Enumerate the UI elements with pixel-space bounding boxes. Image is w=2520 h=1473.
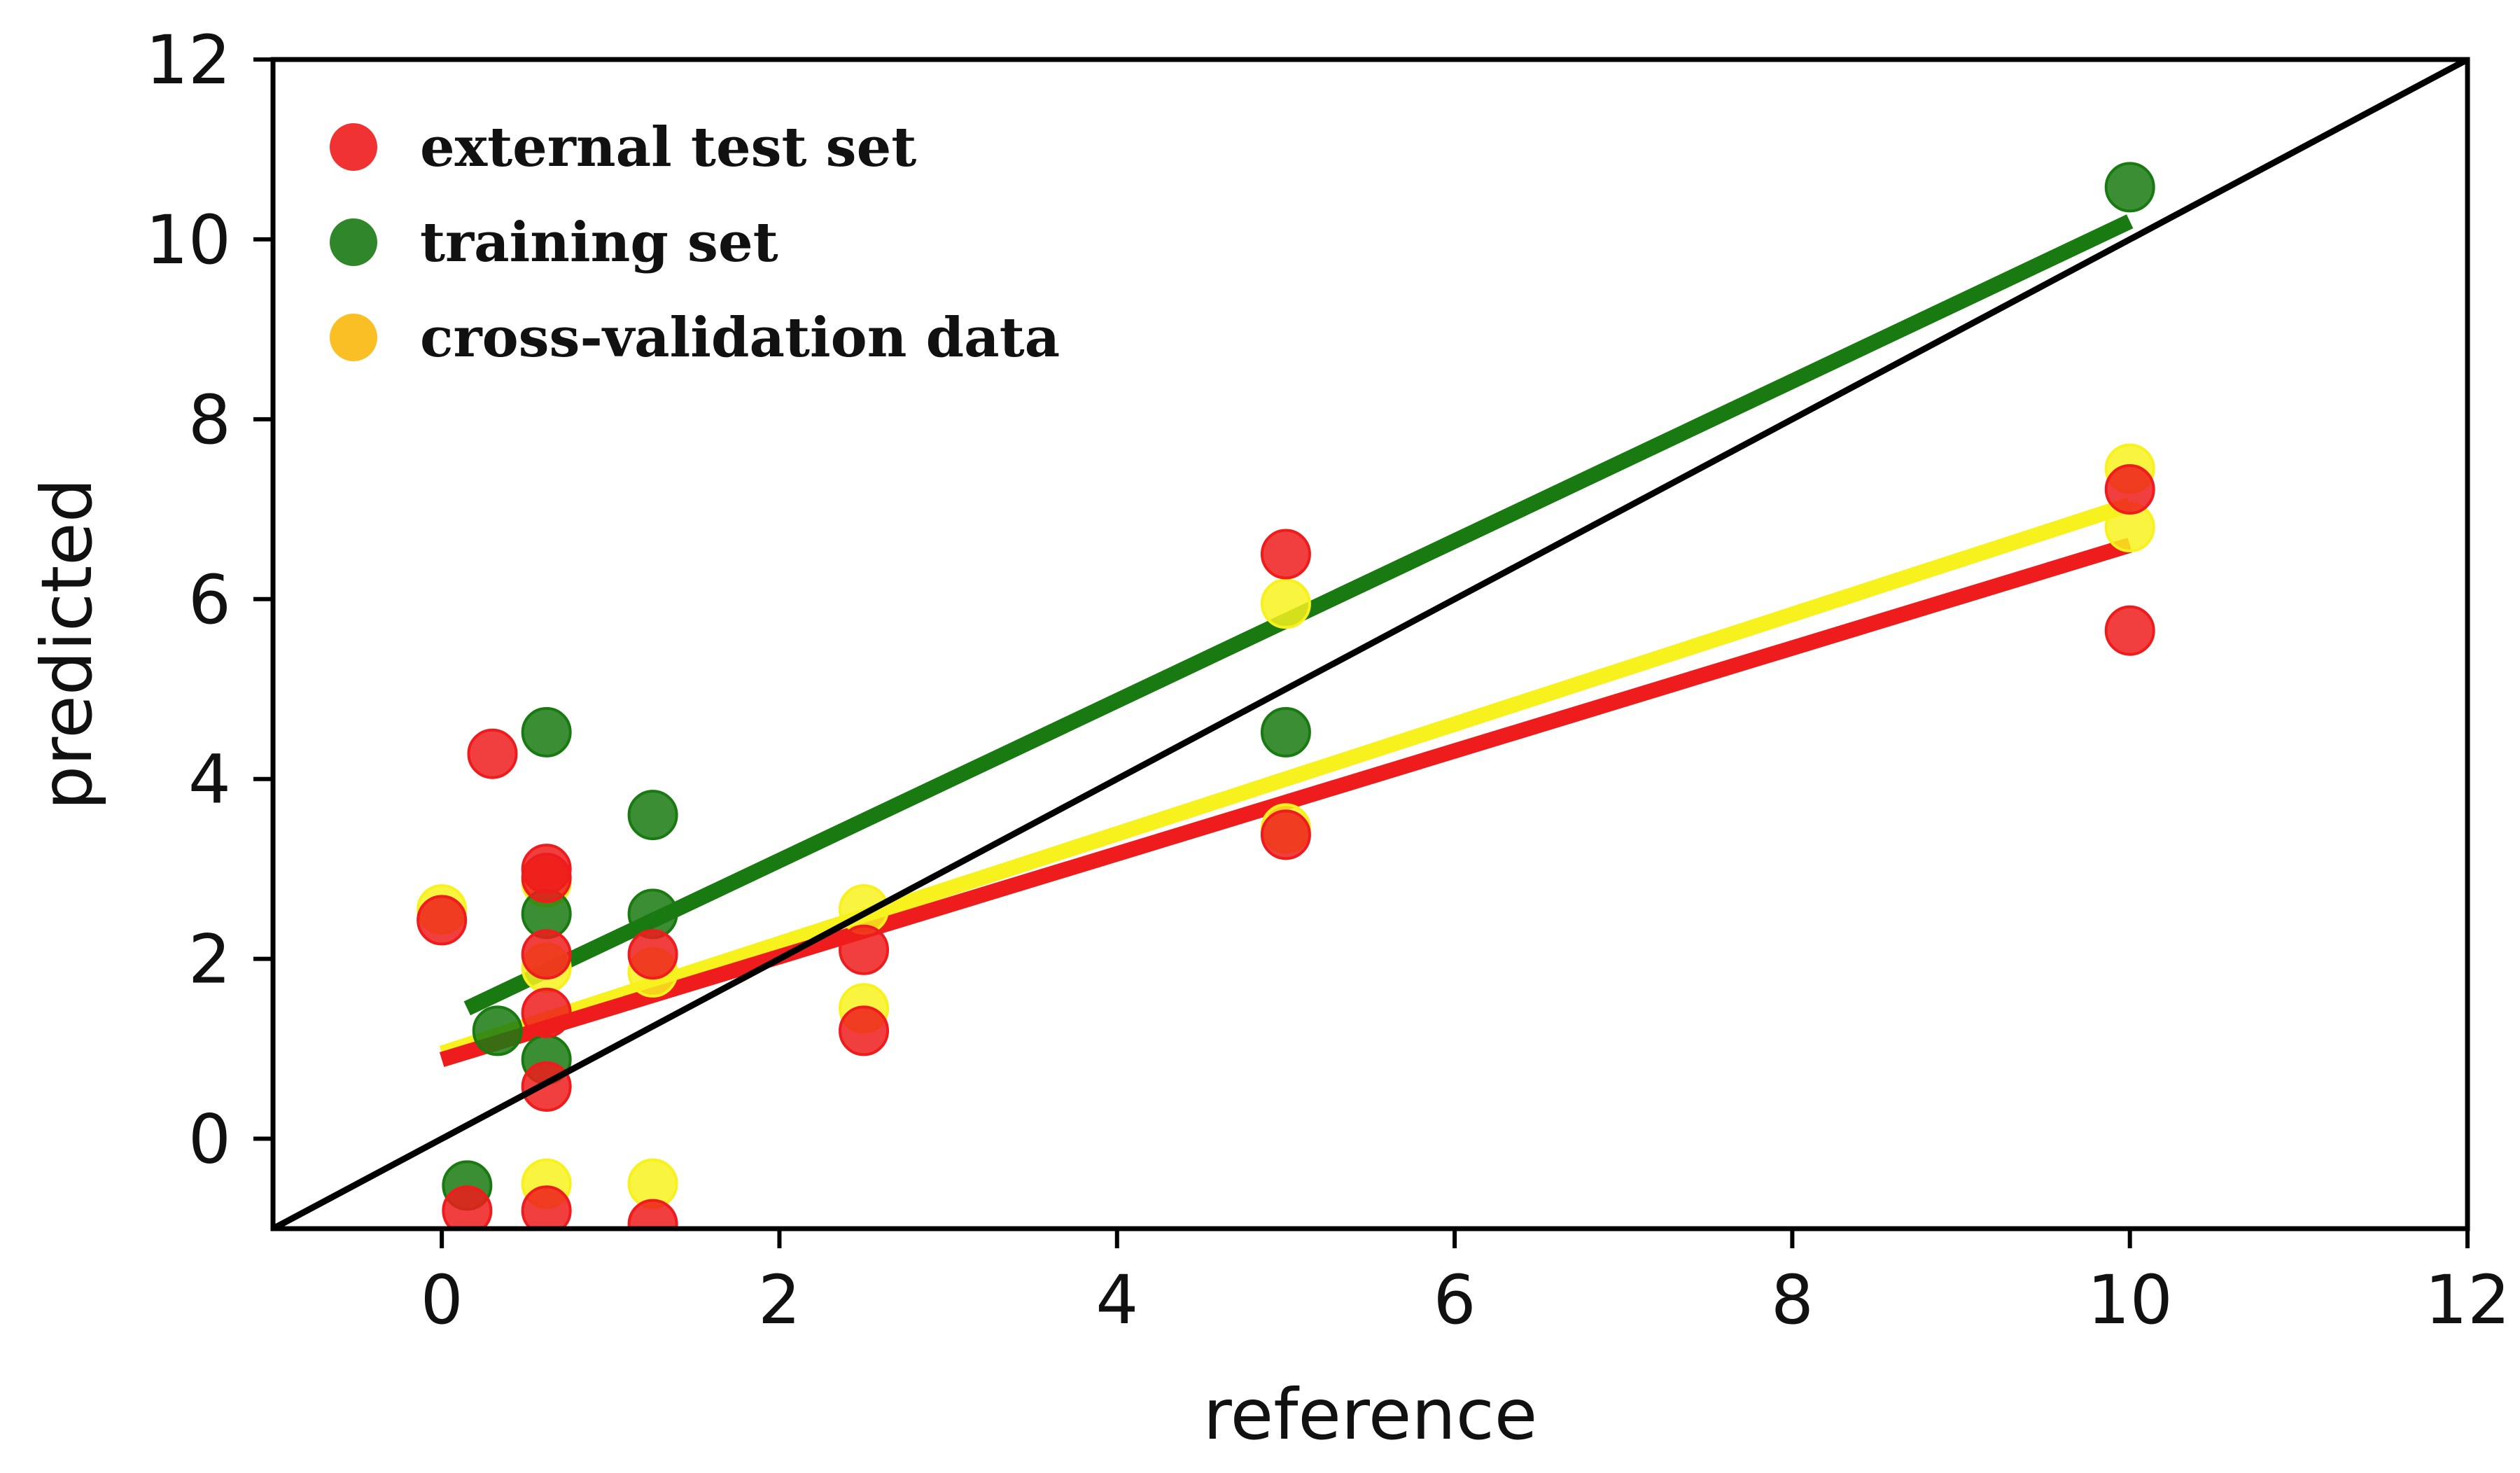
- external-point: [521, 853, 572, 903]
- y-tick-label: 0: [188, 1101, 231, 1179]
- external-point: [839, 924, 890, 975]
- crossval-point: [1260, 578, 1311, 629]
- x-tick-label: 4: [1096, 1261, 1138, 1339]
- y-axis-ticks: 0 2 4 6 8 10 12: [146, 21, 273, 1179]
- y-tick-label: 10: [146, 201, 231, 279]
- external-point: [521, 987, 572, 1038]
- y-tick-label: 4: [188, 741, 231, 819]
- external-fit-line: [439, 538, 2132, 1068]
- training-point: [2104, 162, 2155, 213]
- external-point: [1260, 529, 1311, 580]
- x-tick-label: 2: [758, 1261, 801, 1339]
- external-point: [627, 929, 678, 980]
- external-legend-label: external test set: [420, 116, 916, 179]
- identity-line: [273, 60, 2468, 1229]
- x-tick-label: 6: [1434, 1261, 1476, 1339]
- legend: external test set training set cross-valid…: [330, 116, 1060, 370]
- crossval-fit-line: [439, 497, 2133, 1061]
- y-tick-label: 6: [188, 561, 231, 639]
- y-tick-label: 8: [188, 381, 231, 459]
- crossval-legend-marker: [330, 314, 377, 361]
- data-points: [416, 162, 2155, 1229]
- external-point: [627, 1199, 678, 1229]
- x-tick-label: 0: [421, 1261, 463, 1339]
- external-point: [2104, 464, 2155, 515]
- training-point: [627, 790, 678, 841]
- y-tick-label: 2: [188, 921, 231, 999]
- external-point: [521, 1185, 572, 1229]
- training-point: [1260, 706, 1311, 758]
- external-point: [442, 1185, 493, 1229]
- training-legend-marker: [330, 218, 377, 266]
- external-legend-marker: [330, 123, 377, 171]
- external-point: [416, 895, 468, 946]
- external-point: [467, 728, 518, 779]
- y-tick-label: 12: [146, 21, 231, 99]
- training-legend-label: training set: [420, 211, 778, 274]
- plot-frame: [270, 57, 2470, 1231]
- external-point: [521, 1061, 572, 1112]
- x-tick-label: 10: [2087, 1261, 2173, 1339]
- x-tick-label: 12: [2425, 1261, 2510, 1339]
- x-axis-title: reference: [1203, 1374, 1538, 1455]
- x-axis-ticks: 0 2 4 6 8 10 12: [421, 1229, 2510, 1339]
- external-point: [2104, 605, 2155, 656]
- x-tick-label: 8: [1771, 1261, 1814, 1339]
- training-point: [521, 706, 572, 758]
- external-point: [1260, 809, 1311, 860]
- y-axis-title: predicted: [26, 478, 108, 810]
- external-point: [839, 1005, 890, 1056]
- external-point: [521, 929, 572, 980]
- identity-line-group: [273, 60, 2468, 1229]
- crossval-legend-label: cross-validation data: [420, 306, 1060, 370]
- training-point: [472, 1005, 523, 1056]
